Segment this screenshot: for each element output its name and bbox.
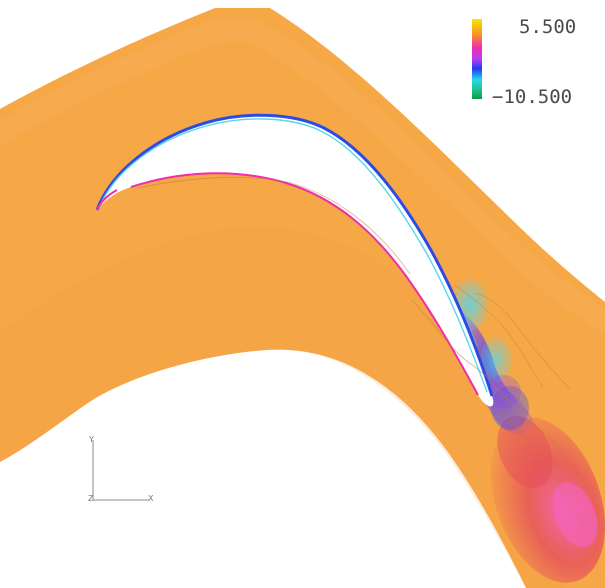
legend-min-label: −10.500 [492, 86, 573, 108]
legend-max-label: 5.500 [519, 16, 577, 38]
blade-lower-edge [130, 172, 479, 396]
contour-line-4 [475, 292, 571, 390]
legend-colorbar [472, 19, 482, 99]
trailing-edge-violet-patch [485, 375, 521, 409]
wake-hotspot-pink [552, 482, 598, 548]
blade-upper-edge-inner [98, 118, 488, 393]
trailing-edge-blue-patch [491, 386, 529, 430]
contour-line-3 [454, 284, 544, 389]
axis-z-label: Z [88, 494, 94, 503]
contour-line-5 [499, 409, 585, 530]
blade-upper-edge [95, 113, 494, 397]
wake-hotspot-small [497, 415, 553, 489]
trailing-edge-cyan-patch-2 [480, 337, 512, 383]
leading-edge-highlight [96, 189, 118, 211]
axis-y-label: Y [89, 435, 94, 444]
contour-line-1 [137, 176, 411, 275]
contour-line-6 [481, 369, 533, 421]
axis-x-label: X [148, 494, 154, 503]
turbine-blade [97, 115, 494, 407]
lower-field-shade [0, 226, 566, 588]
contour-line-2 [411, 299, 587, 489]
